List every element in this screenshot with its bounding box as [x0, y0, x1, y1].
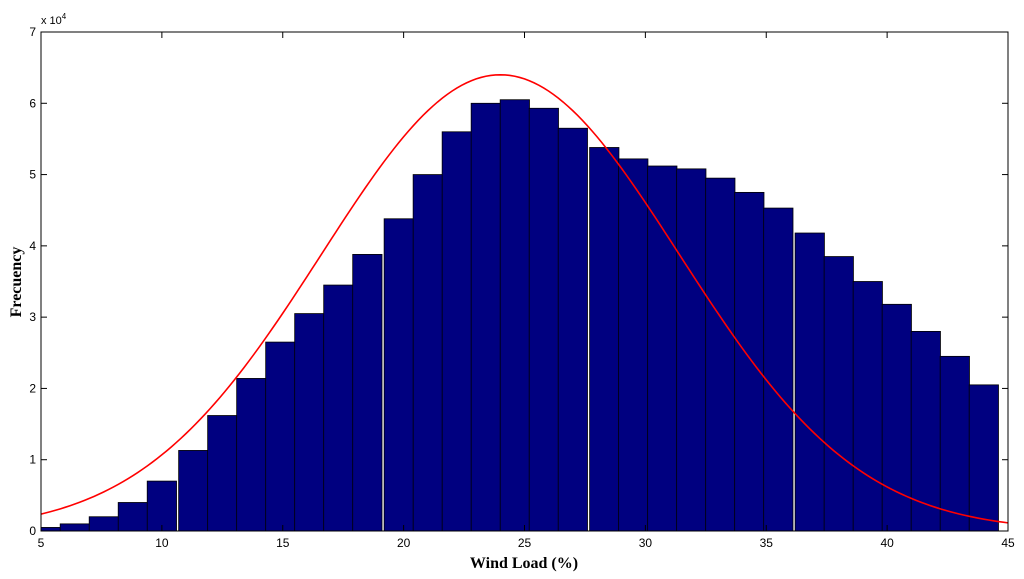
x-axis-ticks: 5 10 15 20 25 30 35 40 45	[38, 32, 1015, 550]
x-tick-label: 45	[1001, 536, 1015, 550]
histogram-bar	[178, 450, 209, 532]
histogram-bar	[763, 207, 794, 532]
histogram-bar	[557, 127, 588, 532]
y-tick-label: 2	[29, 381, 36, 395]
x-tick-label: 40	[880, 536, 894, 550]
x-tick-label: 25	[518, 536, 532, 550]
y-tick-label: 5	[29, 168, 36, 182]
x-tick-label: 20	[397, 536, 411, 550]
histogram-bar	[881, 303, 912, 532]
histogram-bar	[618, 158, 649, 532]
histogram-bar	[40, 527, 61, 532]
x-tick-label: 35	[760, 536, 774, 550]
histogram-bars	[40, 99, 999, 532]
histogram-bar	[528, 107, 559, 532]
y-tick-label: 0	[29, 524, 36, 538]
histogram-bar	[117, 502, 148, 532]
histogram-bar	[852, 281, 883, 532]
histogram-bar	[968, 384, 999, 532]
histogram-bar	[146, 480, 177, 532]
histogram-bar	[294, 313, 325, 532]
histogram-bar	[470, 102, 501, 532]
histogram-bar	[910, 330, 941, 532]
histogram-bar	[589, 147, 620, 532]
histogram-bar	[647, 165, 678, 532]
histogram-bar	[676, 168, 707, 532]
histogram-bar	[939, 355, 970, 532]
histogram-bar	[207, 415, 238, 532]
y-multiplier-label: x 104	[41, 12, 67, 27]
x-tick-label: 30	[639, 536, 653, 550]
histogram-bar	[499, 99, 530, 532]
histogram-bar	[734, 191, 765, 532]
normal-fit-curve	[40, 73, 1009, 524]
x-axis-title: Wind Load (%)	[470, 555, 578, 572]
y-tick-label: 4	[29, 239, 36, 253]
histogram-bar	[352, 254, 383, 532]
histogram-bar	[88, 516, 119, 532]
histogram-bar	[323, 284, 354, 532]
histogram-bar	[265, 341, 296, 532]
histogram-bar	[441, 131, 472, 532]
y-axis-ticks: 0 1 2 3 4 5 6 7	[29, 25, 1008, 538]
y-tick-label: 3	[29, 310, 36, 324]
y-tick-label: 7	[29, 25, 36, 39]
histogram-bar	[412, 174, 443, 532]
y-tick-label: 1	[29, 453, 36, 467]
histogram-bar	[383, 218, 414, 532]
histogram-bar	[705, 177, 736, 532]
histogram-bar	[794, 232, 825, 532]
histogram-bar	[823, 256, 854, 532]
y-axis-title: Frecuency	[8, 247, 25, 318]
histogram-bar	[236, 378, 267, 532]
x-tick-label: 5	[38, 536, 45, 550]
x-tick-label: 15	[276, 536, 290, 550]
y-tick-label: 6	[29, 96, 36, 110]
x-tick-label: 10	[155, 536, 169, 550]
histogram-bar	[59, 523, 90, 532]
